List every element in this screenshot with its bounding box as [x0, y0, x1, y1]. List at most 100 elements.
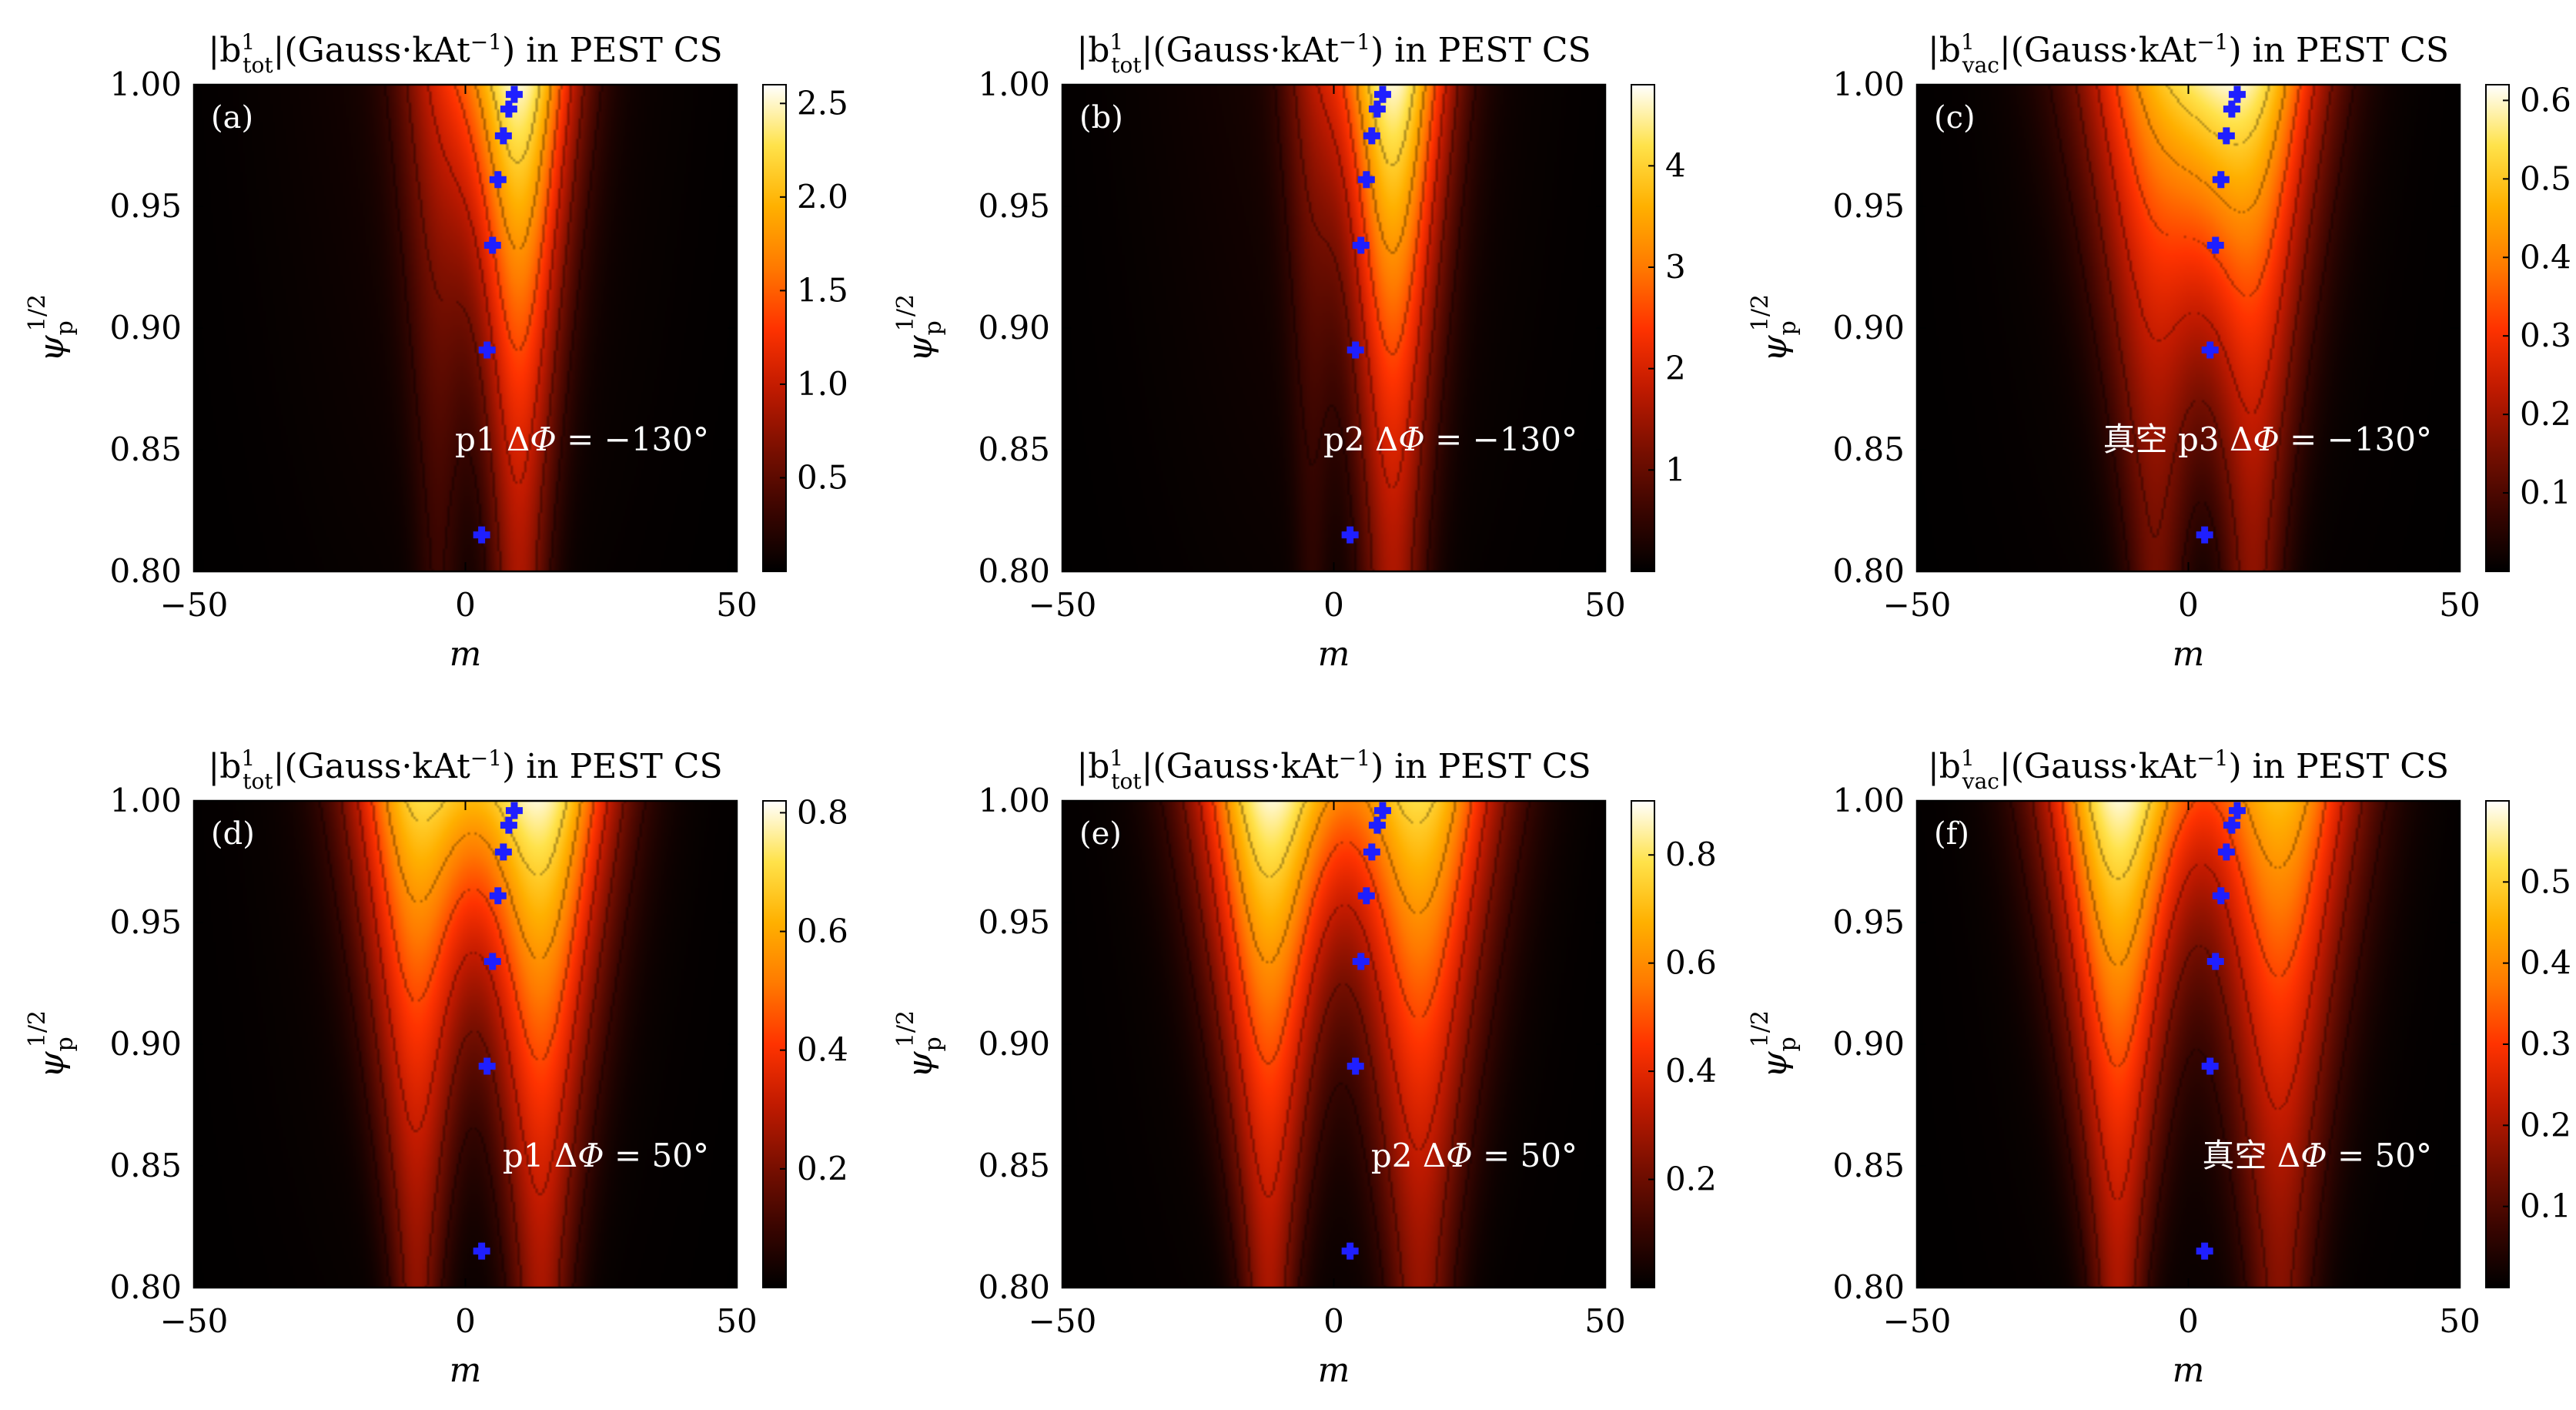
y-tick-label: 0.90	[109, 309, 182, 347]
panel-tag-label: (e)	[1079, 816, 1122, 852]
resonance-marker	[1368, 816, 1386, 834]
resonance-marker	[1357, 171, 1375, 189]
y-tick-label: 0.95	[978, 187, 1050, 225]
resonance-marker	[473, 1242, 490, 1260]
colorbar-tick-label: 0.6	[797, 913, 848, 950]
y-tick-label: 0.80	[109, 552, 182, 590]
resonance-marker	[2228, 802, 2246, 819]
y-tick-label: 0.85	[978, 1147, 1050, 1184]
resonance-marker	[2196, 526, 2213, 544]
y-axis-label: ψp1/2	[1747, 1010, 1802, 1078]
colorbar-tick-label: 2	[1665, 350, 1686, 387]
y-axis-label: ψp1/2	[24, 1010, 79, 1078]
resonance-marker	[2217, 127, 2235, 145]
panel-title: |b1 vac|(Gauss·kAt−1) in PEST CS	[1928, 745, 2449, 794]
resonance-marker	[505, 85, 523, 103]
panel-title: |b1 tot|(Gauss·kAt−1) in PEST CS	[208, 745, 722, 794]
colorbar	[762, 84, 787, 572]
resonance-marker	[1368, 100, 1386, 118]
panel-annotation: p2 ΔΦ = −130°	[1323, 420, 1577, 458]
panel-annotation: p1 ΔΦ = −130°	[455, 420, 709, 458]
colorbar-tick-label: 0.6	[2520, 81, 2571, 119]
resonance-marker	[1341, 526, 1359, 544]
colorbar-tick-label: 0.2	[797, 1150, 848, 1187]
colorbar-tick-label: 0.3	[2520, 316, 2571, 354]
y-tick-label: 0.95	[1832, 903, 1905, 941]
x-tick-label: 0	[2178, 586, 2199, 624]
resonance-marker	[1373, 85, 1391, 103]
colorbar-tick-label: 4	[1665, 146, 1686, 184]
resonance-marker	[1352, 236, 1370, 254]
panel-a: −50 0 50 0.80 0.85 0.90 0.95 1.00 m ψp1/2 |b1 tot|(…	[24, 29, 848, 674]
y-tick-label: 1.00	[978, 65, 1050, 103]
panel-tag-label: (f)	[1934, 816, 1969, 852]
resonance-marker	[1341, 1242, 1359, 1260]
resonance-marker	[483, 953, 501, 970]
y-tick-label: 0.85	[978, 430, 1050, 468]
panel-title: |b1 tot|(Gauss·kAt−1) in PEST CS	[208, 29, 722, 78]
colorbar	[762, 800, 787, 1288]
panel-f: −50 0 50 0.80 0.85 0.90 0.95 1.00 m ψp1/2 |b1 vac|(…	[1747, 745, 2571, 1390]
y-tick-label: 0.90	[1832, 1025, 1905, 1063]
x-tick-label: 0	[1323, 586, 1344, 624]
resonance-marker	[500, 816, 517, 834]
x-axis-label: m	[2173, 1351, 2205, 1390]
resonance-marker	[2201, 341, 2219, 359]
colorbar-tick-label: 0.1	[2520, 1187, 2571, 1225]
x-tick-label: 0	[2178, 1302, 2199, 1340]
resonance-marker	[500, 100, 517, 118]
y-tick-label: 0.95	[978, 903, 1050, 941]
y-tick-label: 0.80	[1832, 1268, 1905, 1306]
resonance-marker	[478, 1057, 496, 1075]
x-axis-label: m	[1318, 635, 1350, 674]
y-tick-label: 1.00	[1832, 782, 1905, 819]
resonance-marker	[2206, 236, 2224, 254]
y-tick-label: 0.85	[1832, 430, 1905, 468]
x-tick-label: 50	[2439, 1302, 2480, 1340]
x-tick-label: 50	[716, 1302, 757, 1340]
x-tick-label: 50	[1584, 1302, 1625, 1340]
heatmap-image	[194, 85, 737, 571]
resonance-marker	[494, 843, 512, 861]
panel-title: |b1 vac|(Gauss·kAt−1) in PEST CS	[1928, 29, 2449, 78]
colorbar-tick-label: 0.3	[2520, 1025, 2571, 1063]
y-tick-label: 0.90	[978, 1025, 1050, 1063]
x-axis-label: m	[2173, 635, 2205, 674]
x-tick-label: 0	[455, 586, 476, 624]
resonance-marker	[1347, 1057, 1364, 1075]
y-tick-label: 0.85	[109, 430, 182, 468]
panel-tag-label: (c)	[1934, 100, 1975, 136]
y-axis-label: ψp1/2	[24, 294, 79, 362]
y-tick-label: 0.90	[109, 1025, 182, 1063]
y-tick-label: 1.00	[109, 65, 182, 103]
panel-annotation: 真空 p3 ΔΦ = −130°	[2103, 420, 2432, 458]
panel-c: −50 0 50 0.80 0.85 0.90 0.95 1.00 m ψp1/2 |b1 vac|(…	[1747, 29, 2571, 674]
colorbar-tick-label: 0.4	[1665, 1052, 1717, 1090]
y-tick-label: 0.85	[109, 1147, 182, 1184]
colorbar-tick-label: 2.5	[797, 84, 848, 122]
x-tick-label: 0	[455, 1302, 476, 1340]
x-tick-label: −50	[1029, 586, 1097, 624]
x-axis-label: m	[1318, 1351, 1350, 1390]
colorbar-tick-label: 0.5	[2520, 862, 2571, 900]
resonance-marker	[2223, 100, 2240, 118]
colorbar	[1631, 800, 1655, 1288]
x-axis-label: m	[450, 635, 482, 674]
resonance-marker	[2228, 85, 2246, 103]
y-tick-label: 0.80	[978, 552, 1050, 590]
y-tick-label: 0.95	[1832, 187, 1905, 225]
resonance-marker	[2196, 1242, 2213, 1260]
y-axis-label: ψp1/2	[892, 1010, 947, 1078]
resonance-marker	[483, 236, 501, 254]
y-tick-label: 0.95	[109, 187, 182, 225]
x-tick-label: 0	[1323, 1302, 1344, 1340]
colorbar-tick-label: 1.5	[797, 271, 848, 309]
panel-tag-label: (d)	[211, 816, 255, 852]
heatmap-image	[1062, 801, 1605, 1288]
heatmap-image	[1917, 85, 2460, 571]
panel-d: −50 0 50 0.80 0.85 0.90 0.95 1.00 m ψp1/2 |b1 tot|(…	[24, 745, 848, 1390]
y-tick-label: 0.80	[1832, 552, 1905, 590]
colorbar-tick-label: 0.5	[2520, 159, 2571, 197]
colorbar-tick-label: 0.2	[2520, 1106, 2571, 1144]
